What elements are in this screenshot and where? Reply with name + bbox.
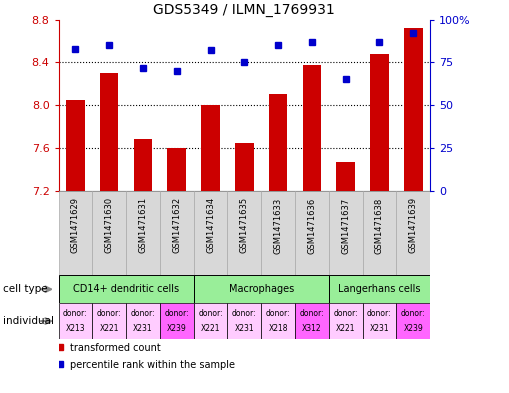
Bar <box>295 303 329 339</box>
Text: donor:: donor: <box>333 309 358 318</box>
Text: GSM1471639: GSM1471639 <box>409 197 418 253</box>
Text: X312: X312 <box>302 324 322 333</box>
Bar <box>193 303 228 339</box>
Text: GSM1471636: GSM1471636 <box>307 197 317 253</box>
Bar <box>362 191 397 275</box>
Text: X231: X231 <box>235 324 254 333</box>
Bar <box>160 303 193 339</box>
Bar <box>92 303 126 339</box>
Bar <box>302 64 321 191</box>
Bar <box>59 303 92 339</box>
Text: X231: X231 <box>370 324 389 333</box>
Text: donor:: donor: <box>367 309 392 318</box>
Text: Macrophages: Macrophages <box>229 284 294 294</box>
Text: donor:: donor: <box>63 309 88 318</box>
Bar <box>362 303 397 339</box>
Text: GSM1471631: GSM1471631 <box>138 197 148 253</box>
Text: X218: X218 <box>268 324 288 333</box>
Bar <box>397 303 430 339</box>
Bar <box>261 303 295 339</box>
Bar <box>66 100 84 191</box>
Bar <box>228 191 261 275</box>
Text: transformed count: transformed count <box>70 343 160 353</box>
Bar <box>397 191 430 275</box>
Text: GSM1471635: GSM1471635 <box>240 197 249 253</box>
Text: Langerhans cells: Langerhans cells <box>338 284 420 294</box>
Bar <box>329 303 362 339</box>
Text: donor:: donor: <box>232 309 257 318</box>
Text: X221: X221 <box>99 324 119 333</box>
Text: GSM1471629: GSM1471629 <box>71 197 80 253</box>
Bar <box>201 105 220 191</box>
Text: X221: X221 <box>336 324 355 333</box>
Bar <box>59 191 92 275</box>
Bar <box>126 303 160 339</box>
Text: percentile rank within the sample: percentile rank within the sample <box>70 360 235 370</box>
Text: X221: X221 <box>201 324 220 333</box>
Text: donor:: donor: <box>266 309 291 318</box>
Bar <box>329 275 430 303</box>
Bar <box>295 191 329 275</box>
Text: donor:: donor: <box>198 309 223 318</box>
Text: GSM1471634: GSM1471634 <box>206 197 215 253</box>
Bar <box>160 191 193 275</box>
Text: GSM1471630: GSM1471630 <box>105 197 114 253</box>
Text: GSM1471632: GSM1471632 <box>172 197 181 253</box>
Text: donor:: donor: <box>164 309 189 318</box>
Bar <box>269 94 288 191</box>
Bar <box>228 303 261 339</box>
Text: donor:: donor: <box>131 309 155 318</box>
Bar <box>134 139 152 191</box>
Text: cell type: cell type <box>3 284 47 294</box>
Text: donor:: donor: <box>300 309 324 318</box>
Bar <box>336 162 355 191</box>
Bar <box>404 28 422 191</box>
Title: GDS5349 / ILMN_1769931: GDS5349 / ILMN_1769931 <box>153 3 335 17</box>
Text: individual: individual <box>3 316 53 326</box>
Bar <box>370 54 389 191</box>
Bar <box>92 191 126 275</box>
Text: GSM1471637: GSM1471637 <box>341 197 350 253</box>
Bar <box>59 275 193 303</box>
Text: X239: X239 <box>167 324 187 333</box>
Text: X239: X239 <box>403 324 423 333</box>
Text: donor:: donor: <box>401 309 426 318</box>
Text: donor:: donor: <box>97 309 122 318</box>
Text: GSM1471638: GSM1471638 <box>375 197 384 253</box>
Bar <box>235 143 253 191</box>
Text: X213: X213 <box>66 324 85 333</box>
Bar <box>261 191 295 275</box>
Bar <box>193 275 329 303</box>
Bar <box>126 191 160 275</box>
Text: CD14+ dendritic cells: CD14+ dendritic cells <box>73 284 179 294</box>
Bar <box>329 191 362 275</box>
Bar <box>193 191 228 275</box>
Bar <box>100 73 119 191</box>
Bar <box>167 148 186 191</box>
Text: GSM1471633: GSM1471633 <box>274 197 282 253</box>
Text: X231: X231 <box>133 324 153 333</box>
